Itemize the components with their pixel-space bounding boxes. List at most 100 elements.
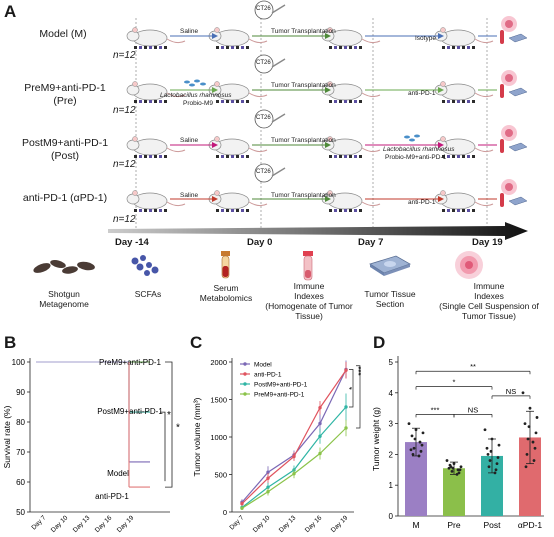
step-label-probio-antipd1: Probio-M9+anti-PD-1 [385, 154, 447, 161]
sample-tube [500, 193, 504, 207]
bedding-block [344, 100, 347, 103]
molecule-dots-icon [131, 255, 159, 276]
mouse-icon [321, 136, 381, 158]
n-label: n=12 [113, 214, 136, 225]
ct26-markers [254, 0, 274, 183]
mouse-icon [434, 27, 494, 49]
data-point [523, 422, 527, 425]
bedding-block [246, 46, 249, 49]
data-point [419, 449, 423, 453]
bedding-block [164, 155, 167, 158]
data-point [495, 462, 499, 466]
comparison-label: * [453, 378, 456, 387]
mouse-icon [208, 27, 268, 49]
bedding-block [226, 209, 229, 212]
sig-bracket [356, 365, 361, 429]
x-tick-label: Day 10 [50, 514, 70, 534]
comparison-label: NS [468, 405, 478, 414]
bedding-block [452, 46, 455, 49]
mouse-icon [208, 136, 268, 158]
y-tick-label: 4 [389, 389, 394, 398]
bedding-block [246, 209, 249, 212]
x-tick-label: Day 7 [30, 514, 47, 531]
mouse-ear [440, 136, 446, 142]
bedding-block [339, 46, 342, 49]
bedding-block [344, 209, 347, 212]
sample-label-immune-homogenate: Immune Indexes (Homogenate of Tumor Tissue… [265, 281, 353, 321]
data-point [414, 428, 418, 432]
x-tick-label: αPD-1 [518, 520, 543, 530]
bedding-block [447, 209, 450, 212]
data-point [410, 434, 414, 438]
mouse-tail [166, 92, 186, 98]
bedding-block [236, 100, 239, 103]
y-tick-label: 3 [389, 420, 394, 429]
mouse-tail [166, 38, 186, 44]
x-tick-label: Day 7 [228, 514, 245, 531]
blood-tube-icon [221, 251, 230, 279]
y-tick-label: 500 [214, 471, 227, 480]
data-point [452, 462, 456, 466]
y-tick-label: 2000 [210, 358, 227, 367]
tissue-slide [508, 142, 528, 152]
data-point [411, 453, 415, 456]
series-label: anti-PD-1 [95, 492, 129, 501]
arrow-head [212, 33, 218, 39]
bedding-block [462, 155, 465, 158]
mouse-ear [327, 136, 333, 142]
sample-tube [500, 30, 504, 44]
mouse-ear [132, 190, 138, 196]
mouse-tail [248, 201, 268, 207]
data-point [534, 431, 538, 435]
bedding-block [349, 100, 352, 103]
mouse-icon [126, 27, 186, 49]
bedding-block [354, 100, 357, 103]
bedding-block [246, 155, 249, 158]
step-label-antipd1: anti-PD-1 [408, 90, 436, 97]
y-tick-label: 5 [389, 358, 394, 367]
y-tick-label: 80 [16, 418, 25, 427]
data-point [412, 446, 416, 450]
bedding-block [134, 155, 137, 158]
arrow-head [438, 196, 444, 202]
ct26-label: CT26 [256, 60, 271, 66]
x-tick-label: Day 19 [116, 514, 136, 534]
data-point [292, 454, 296, 459]
panel-a-schematic [108, 0, 528, 240]
bedding-block [139, 209, 142, 212]
group-label-pre: PreM9+anti-PD-1 (Pre) [24, 82, 106, 107]
data-point [266, 490, 270, 494]
tissue-slide [508, 196, 528, 206]
tumor-core [505, 183, 513, 191]
series-label: PreM9+anti-PD-1 [99, 358, 162, 367]
bedding-block [359, 155, 362, 158]
mouse-tail [474, 147, 494, 153]
bar [519, 437, 541, 516]
bedding-block [149, 100, 152, 103]
group-label-model: Model (M) [39, 28, 87, 40]
bedding-block [442, 100, 445, 103]
bedding-block [139, 100, 142, 103]
bedding-block [159, 100, 162, 103]
bedding-block [329, 46, 332, 49]
step-label-transplant: Tumor Transplantation [271, 28, 336, 35]
panel-d-letter: D [373, 333, 386, 352]
step-label-transplant: Tumor Transplantation [271, 192, 336, 199]
bedding-block [231, 155, 234, 158]
sig-bracket [160, 411, 166, 482]
mouse-ear [214, 190, 220, 196]
legend-marker [243, 372, 247, 376]
y-tick-label: 2 [389, 450, 394, 459]
mouse-ear [214, 136, 220, 142]
bedding-block [472, 100, 475, 103]
bedding-block [134, 100, 137, 103]
bedding-block [159, 209, 162, 212]
sample-tube [500, 84, 504, 98]
step-label-isotype: Isotype [415, 35, 436, 42]
n-label: n=12 [113, 50, 136, 61]
sample-label-immune-single-cell: Immune Indexes (Single Cell Suspension of … [439, 281, 539, 321]
step-label-saline: Saline [180, 192, 199, 199]
data-point [497, 443, 501, 447]
mouse-head [126, 30, 140, 42]
